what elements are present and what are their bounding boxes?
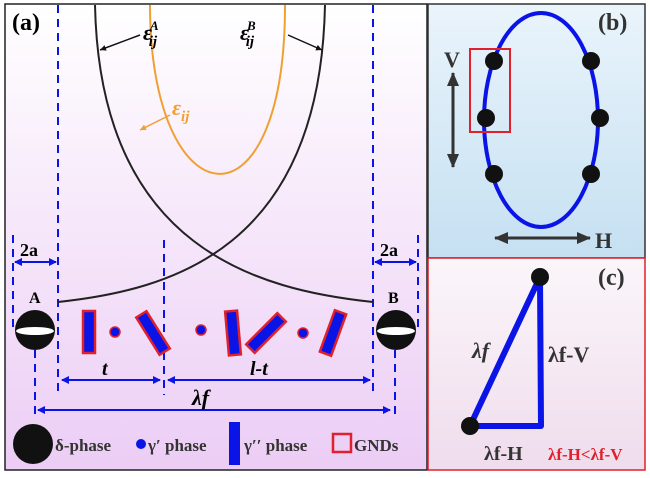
delta-particle-top (531, 268, 549, 286)
gamma-double-prime-rod (318, 308, 348, 358)
legend-gnd-label: GNDs (354, 436, 399, 455)
strain-curve-total (149, 4, 286, 175)
legend-gamma-prime-label: γ′ phase (147, 436, 207, 455)
delta-phase-particle-a (15, 310, 55, 350)
gamma-double-prime-rod (81, 309, 97, 355)
panel-b: (b) V H (427, 3, 646, 259)
two-a-left-label: 2a (20, 240, 38, 260)
dashed-guides (12, 5, 419, 415)
strain-curve-b (57, 4, 326, 303)
panel-a: (a) εA ij εB ij εij 2a 2a A B (4, 3, 428, 471)
gamma-double-prime-rod (244, 311, 288, 355)
eps-a-label: εA ij (143, 18, 159, 50)
vert-label: λf-V (548, 342, 589, 367)
legend: δ-phase γ′ phase γ′′ phase GNDs (13, 422, 399, 465)
point-b-label: B (388, 290, 399, 307)
panel-b-label: (b) (598, 10, 627, 36)
gamma-prime-particle (109, 326, 121, 338)
panel-a-label: (a) (12, 10, 40, 36)
l-minus-t-label: l-t (250, 358, 269, 380)
gamma-double-prime-rod (223, 309, 243, 357)
legend-delta-label: δ-phase (55, 436, 112, 455)
two-a-right-label: 2a (380, 240, 398, 260)
selection-box (469, 48, 511, 133)
delta-phase-particle-b (376, 310, 416, 350)
v-label: V (444, 47, 460, 72)
h-label: H (595, 228, 612, 253)
strain-curve-a (94, 4, 374, 303)
triangle (467, 274, 544, 429)
gamma-double-prime-rods (81, 308, 348, 358)
t-label: t (102, 358, 109, 380)
delta-particle-bottom (461, 417, 479, 435)
eps-label: εij (172, 95, 190, 125)
relation-label: λf-H<λf-V (548, 445, 623, 464)
hyp-label: λf (471, 338, 492, 363)
point-a-label: A (29, 290, 41, 307)
eps-b-label: εB ij (240, 18, 256, 50)
delta-particles (477, 52, 609, 183)
horiz-label: λf-H (484, 443, 523, 465)
legend-gnd-icon (331, 432, 353, 454)
gamma-double-prime-rod (134, 309, 172, 357)
gamma-prime-particles (109, 324, 309, 339)
gamma-prime-particle (297, 327, 309, 339)
legend-gamma-prime-icon (136, 439, 146, 449)
panel-c: (c) λf λf-V λf-H λf-H<λf-V (427, 257, 646, 471)
legend-gamma-double-prime-label: γ′′ phase (243, 436, 308, 455)
legend-gamma-double-prime-icon (229, 422, 240, 465)
lambda-f-label: λf (191, 385, 212, 410)
panel-c-label: (c) (598, 265, 625, 291)
legend-delta-icon (13, 424, 53, 464)
gamma-prime-particle (195, 324, 207, 336)
